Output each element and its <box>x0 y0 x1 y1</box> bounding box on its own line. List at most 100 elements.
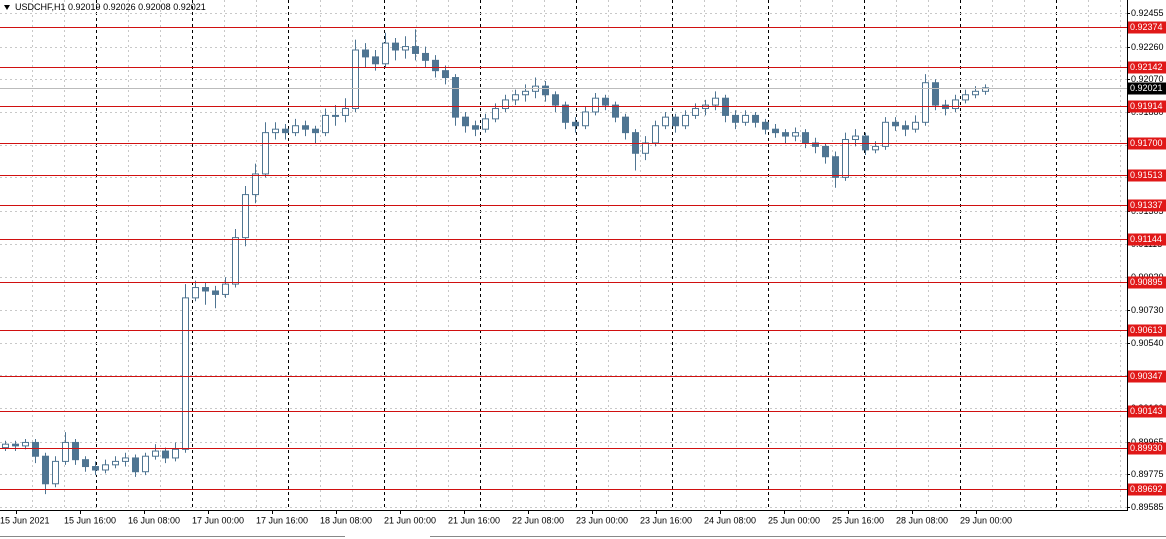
candle-body <box>832 156 839 178</box>
level-tag <box>1128 100 1166 113</box>
candle-body <box>2 443 9 449</box>
candle-body <box>922 82 929 123</box>
level-label: 0.91914 <box>1130 101 1163 111</box>
candle-body <box>742 114 749 123</box>
level-tag <box>1128 276 1166 289</box>
candle-body <box>682 114 689 127</box>
candle-body <box>122 457 129 462</box>
candle-body <box>862 135 869 151</box>
candle-body <box>602 97 609 106</box>
y-tick-label: 0.92070 <box>1131 74 1164 84</box>
candle-body <box>902 125 909 130</box>
x-tick-label: 28 Jun 08:00 <box>896 515 948 525</box>
x-tick-label: 21 Jun 00:00 <box>384 515 436 525</box>
candle-body <box>422 52 429 61</box>
candle-body <box>572 121 579 127</box>
y-tick-label: 0.92455 <box>1131 8 1164 18</box>
candle-body <box>642 142 649 154</box>
candle-body <box>292 125 299 134</box>
candle-body <box>932 82 939 106</box>
x-tick-label: 15 Jun 2021 <box>0 515 50 525</box>
candle-body <box>432 59 439 72</box>
candle-body <box>622 116 629 134</box>
candle-body <box>412 46 419 54</box>
candle-body <box>972 90 979 96</box>
candle-body <box>872 145 879 151</box>
x-tick-label: 21 Jun 16:00 <box>448 515 500 525</box>
candle-body <box>112 460 119 466</box>
candle-body <box>132 457 139 473</box>
candle-body <box>822 145 829 158</box>
candle-body <box>32 441 39 457</box>
candle-body <box>612 104 619 118</box>
candle-body <box>312 128 319 134</box>
candle-body <box>262 132 269 175</box>
x-tick-label: 25 Jun 16:00 <box>832 515 884 525</box>
level-tag <box>1128 442 1166 455</box>
candle-body <box>62 441 69 462</box>
level-tag <box>1128 199 1166 212</box>
level-tag <box>1128 169 1166 182</box>
candle-body <box>382 42 389 65</box>
candle-body <box>522 90 529 96</box>
y-tick-label: 0.90540 <box>1131 338 1164 348</box>
candle-body <box>72 441 79 461</box>
candle-body <box>12 443 19 447</box>
y-tick-label: 0.92260 <box>1131 42 1164 52</box>
candle-body <box>692 108 699 116</box>
candle-body <box>762 121 769 130</box>
candle-body <box>192 287 199 299</box>
candle-body <box>852 135 859 141</box>
x-tick-label: 29 Jun 00:00 <box>960 515 1012 525</box>
candle-body <box>22 441 29 447</box>
symbol: USDCHF,H1 <box>15 2 66 12</box>
candle-body <box>772 128 779 134</box>
y-tick-label: 0.90730 <box>1131 305 1164 315</box>
price-tag <box>1128 82 1166 95</box>
candles <box>0 27 1127 495</box>
candle-body <box>252 173 259 196</box>
y-tick-label: 0.89965 <box>1131 437 1164 447</box>
candle-body <box>562 104 569 123</box>
menu-arrow[interactable] <box>4 5 10 10</box>
grid <box>0 0 1127 510</box>
candle-body <box>302 125 309 130</box>
candle-body <box>882 121 889 147</box>
x-tick-label: 17 Jun 00:00 <box>192 515 244 525</box>
level-tag <box>1128 21 1166 34</box>
header-high: 0.92026 <box>103 2 136 12</box>
candle-body <box>512 94 519 101</box>
candle-body <box>952 99 959 110</box>
candle-body <box>92 466 99 471</box>
y-tick-label: 0.89585 <box>1131 502 1164 512</box>
candle-body <box>732 114 739 123</box>
candle-body <box>452 77 459 118</box>
candle-body <box>402 46 409 51</box>
level-label: 0.90895 <box>1130 277 1163 287</box>
header-open: 0.92019 <box>68 2 101 12</box>
chart-header: USDCHF,H1 0.92019 0.92026 0.92008 0.9202… <box>15 2 206 12</box>
level-label: 0.90347 <box>1130 371 1163 381</box>
candle-body <box>502 99 509 110</box>
level-tag <box>1128 233 1166 246</box>
candle-body <box>82 459 89 468</box>
x-tick-label: 25 Jun 00:00 <box>768 515 820 525</box>
candle-body <box>792 132 799 137</box>
candle-body <box>782 132 789 137</box>
level-tag <box>1128 483 1166 496</box>
candle-body <box>162 450 169 459</box>
candle-body <box>362 49 369 58</box>
candle-body <box>172 448 179 459</box>
level-tag <box>1128 405 1166 418</box>
candle-body <box>712 97 719 106</box>
candle-body <box>282 128 289 134</box>
candle-body <box>372 56 379 65</box>
level-label: 0.91700 <box>1130 138 1163 148</box>
candle-body <box>652 125 659 144</box>
level-tag <box>1128 137 1166 150</box>
candle-body <box>392 42 399 51</box>
level-label: 0.92142 <box>1130 62 1163 72</box>
candle-body <box>462 116 469 127</box>
